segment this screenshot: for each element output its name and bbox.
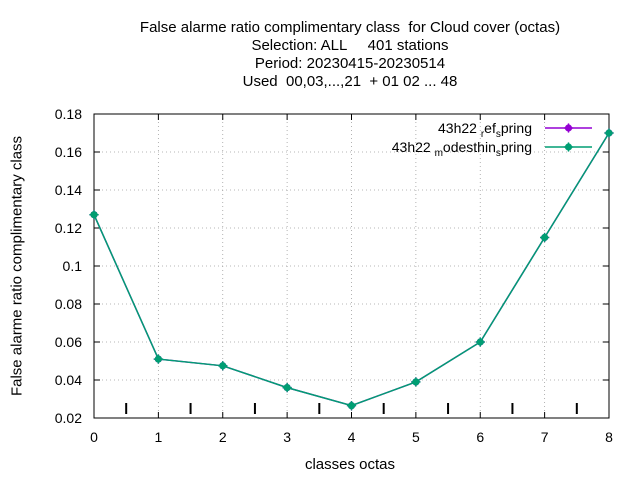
y-tick-label: 0.1 [63, 258, 83, 274]
series-2-point [475, 337, 485, 347]
series-2-point [282, 383, 292, 393]
legend-marker-2 [563, 142, 574, 152]
x-tick-label: 4 [348, 429, 356, 445]
y-tick-label: 0.04 [55, 372, 82, 388]
legend-label-1: 43h22 refspring [438, 120, 532, 140]
series-2-point [218, 361, 228, 371]
series-2-point [89, 210, 99, 220]
y-tick-label: 0.16 [55, 144, 82, 160]
series-2-point [411, 377, 421, 387]
x-tick-label: 0 [90, 429, 98, 445]
x-tick-label: 5 [412, 429, 420, 445]
x-axis-label: classes octas [304, 456, 396, 473]
x-tick-label: 8 [605, 429, 613, 445]
x-tick-label: 1 [154, 429, 162, 445]
series-2-point [540, 232, 550, 243]
series-line-2 [93, 132, 610, 407]
y-tick-label: 0.18 [55, 106, 82, 122]
x-tick-label: 3 [283, 429, 291, 445]
y-tick-label: 0.02 [55, 410, 82, 426]
series-2-point [153, 354, 163, 364]
legend-label-2: 43h22 modesthinspring [392, 139, 532, 159]
title-line-4: Used 00,03,...,21 + 01 02 ... 48 [242, 73, 458, 90]
series-2-point [346, 401, 357, 411]
series-line-1 [93, 132, 610, 407]
title-line-3: Period: 20230415-20230514 [254, 55, 446, 72]
y-axis-label: False alarme ratio complimentary class [8, 135, 26, 397]
x-tick-label: 6 [476, 429, 484, 445]
title-line-1: False alarme ratio complimentary class f… [139, 19, 561, 36]
legend-marker-1 [563, 123, 574, 133]
x-tick-label: 7 [541, 429, 549, 445]
y-tick-label: 0.06 [55, 334, 82, 350]
x-tick-label: 2 [219, 429, 227, 445]
series-2-point [604, 128, 614, 138]
title-line-2: Selection: ALL 401 stations [251, 37, 449, 54]
y-tick-label: 0.14 [55, 182, 82, 198]
y-tick-label: 0.12 [55, 220, 82, 236]
y-tick-label: 0.08 [55, 296, 82, 312]
